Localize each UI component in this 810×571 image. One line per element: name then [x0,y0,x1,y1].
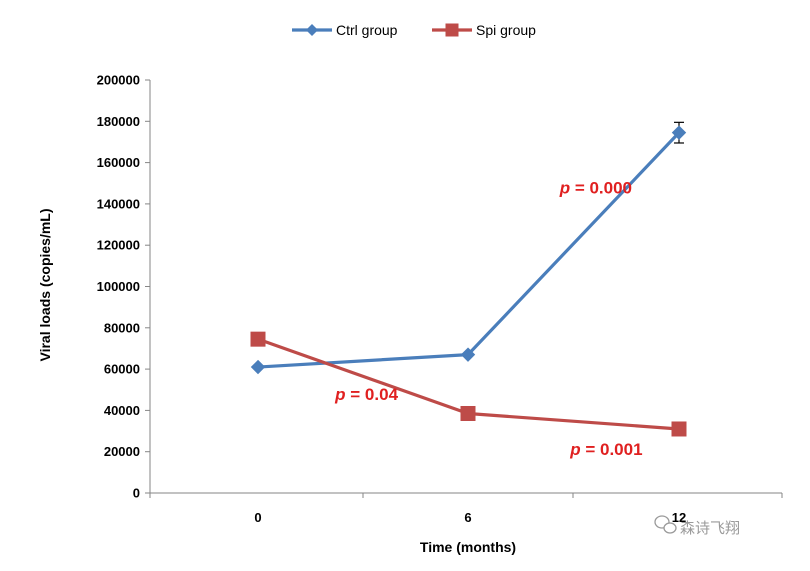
y-tick-label: 0 [133,486,140,501]
legend-marker [306,24,318,36]
y-tick-label: 20000 [104,444,140,459]
p-value-annotation: p = 0.04 [334,385,398,404]
y-tick-label: 180000 [97,114,140,129]
y-axis-title: Viral loads (copies/mL) [37,208,53,361]
y-tick-label: 120000 [97,238,140,253]
x-axis-title: Time (months) [420,539,516,555]
y-tick-label: 100000 [97,279,140,294]
p-symbol: p [569,440,580,459]
wechat-icon-bubble-2 [663,522,677,534]
legend-marker [445,23,459,37]
p-symbol: p [559,179,570,198]
data-point [250,331,266,347]
p-value-annotation: p = 0.000 [559,179,632,198]
x-tick-label: 6 [464,510,471,525]
watermark: 森诗飞翔 [654,515,740,537]
data-point [250,359,266,375]
series-2 [250,331,687,437]
y-tick-label: 40000 [104,403,140,418]
wechat-icon [654,515,677,534]
x-axis-title-group: Time (months) [420,539,516,555]
x-tick-label: 0 [254,510,261,525]
y-tick-label: 80000 [104,320,140,335]
y-axis-title-group: Viral loads (copies/mL) [37,208,53,361]
legend-item-2: Spi group [432,22,536,38]
data-point [460,347,476,362]
p-value-text: = 0.04 [346,385,399,404]
watermark-text: 森诗飞翔 [680,520,740,537]
legend-label: Ctrl group [336,22,398,38]
axes: 0 20000 40000 60000 80000 100000 120000 140000 1… [97,73,783,525]
x-tick-label: 12 [672,510,686,525]
series-line [257,131,681,369]
p-value-text: = 0.001 [581,440,643,459]
series-1 [250,121,687,375]
data-point [460,405,476,421]
p-symbol: p [334,385,345,404]
y-tick-label: 60000 [104,362,140,377]
legend-item-1: Ctrl group [292,22,398,38]
series-layer [250,121,687,437]
legend-label: Spi group [476,22,536,38]
legend: Ctrl group Spi group [292,22,536,38]
y-tick-label: 160000 [97,155,140,170]
p-value-text: = 0.000 [570,179,632,198]
wechat-icon-bubble-1 [654,515,670,529]
data-point [671,421,687,437]
y-tick-label: 140000 [97,196,140,211]
y-tick-label: 200000 [97,73,140,88]
p-value-annotation: p = 0.001 [569,440,642,459]
data-point [671,125,687,140]
